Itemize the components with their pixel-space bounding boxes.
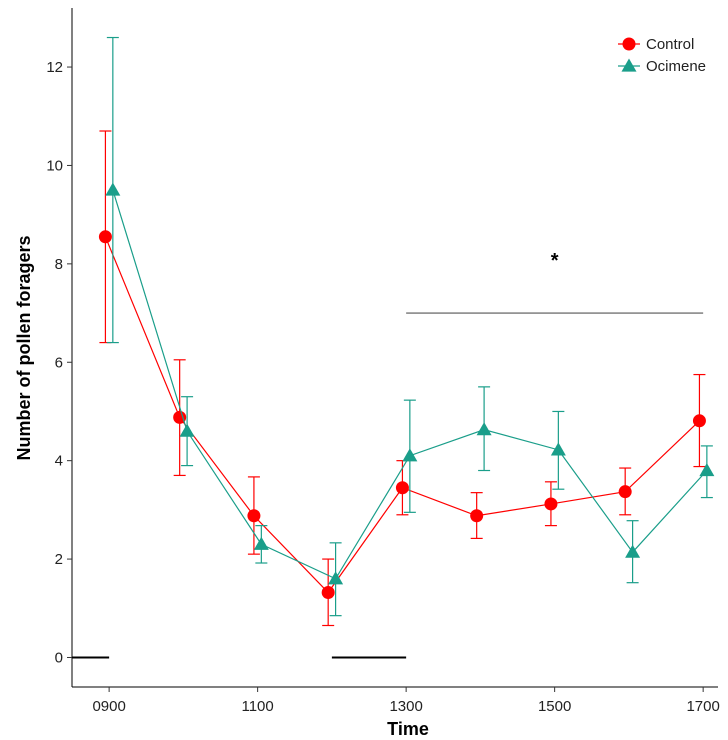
annotations: * <box>72 250 704 659</box>
series-layer <box>98 36 715 627</box>
data-point <box>699 463 715 477</box>
y-tick-label: 12 <box>46 59 63 76</box>
data-point <box>253 536 269 550</box>
data-point <box>625 544 641 558</box>
y-tick-label: 4 <box>55 453 63 470</box>
legend-key-marker <box>621 58 637 72</box>
data-point <box>395 481 409 495</box>
y-tick-label: 2 <box>55 551 63 568</box>
data-point <box>321 586 335 600</box>
legend: Control Ocimene <box>618 36 706 75</box>
data-point <box>402 448 418 462</box>
y-tick-label: 10 <box>46 157 63 174</box>
series-ocimene <box>105 36 715 617</box>
data-point <box>470 509 484 523</box>
y-tick-label: 8 <box>55 256 63 273</box>
y-tick-label: 0 <box>55 649 63 666</box>
data-point <box>328 571 344 585</box>
x-axis-title: Time <box>387 719 429 739</box>
significance-marker: * <box>551 250 559 272</box>
data-point <box>544 497 558 511</box>
y-axis-title: Number of pollen foragers <box>14 235 34 460</box>
y-tick-label: 6 <box>55 354 63 371</box>
data-point <box>247 509 261 523</box>
data-point <box>98 230 112 244</box>
x-tick-label: 1700 <box>686 698 719 715</box>
legend-label: Control <box>646 36 694 53</box>
x-tick-label: 1300 <box>389 698 422 715</box>
series-control <box>98 130 706 627</box>
x-tick-label: 0900 <box>92 698 125 715</box>
series-line <box>104 236 700 594</box>
x-tick-label: 1100 <box>241 698 273 715</box>
axes: 0 2 4 6 8 10 12 0900 1100 1300 1500 1700 <box>46 8 720 715</box>
data-point <box>173 410 187 424</box>
data-point <box>550 442 566 456</box>
data-point <box>692 414 706 428</box>
x-tick-label: 1500 <box>538 698 571 715</box>
legend-key-marker <box>622 37 636 51</box>
data-point <box>179 423 195 437</box>
legend-label: Ocimene <box>646 58 706 75</box>
data-point <box>618 485 632 499</box>
series-line <box>112 189 708 580</box>
data-point <box>105 182 121 196</box>
data-point <box>476 422 492 436</box>
